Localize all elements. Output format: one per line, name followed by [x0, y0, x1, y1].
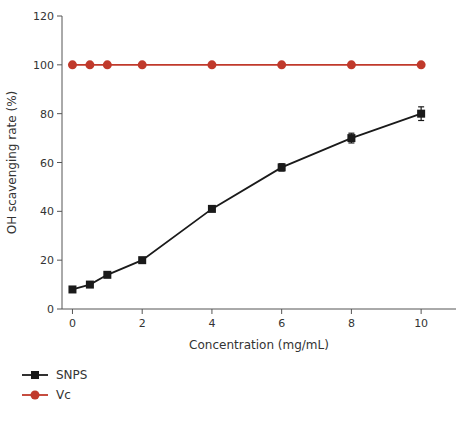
error-bar-cap	[418, 120, 424, 121]
x-tick-label: 4	[208, 317, 215, 330]
point	[68, 60, 77, 69]
y-tick-label: 20	[40, 254, 54, 267]
y-tick-label: 120	[33, 10, 54, 23]
error-bar-cap	[348, 142, 354, 143]
x-tick	[211, 309, 212, 314]
series	[68, 60, 426, 69]
x-tick-label: 0	[69, 317, 76, 330]
series-line	[72, 114, 421, 290]
x-tick	[72, 309, 73, 314]
chart-container: 0246810020406080100120Concentration (mg/…	[0, 0, 474, 421]
y-tick	[57, 16, 62, 17]
x-tick	[421, 309, 422, 314]
point	[417, 60, 426, 69]
y-tick	[57, 64, 62, 65]
legend-label: Vc	[56, 388, 71, 402]
plot-data	[68, 60, 426, 293]
y-tick	[57, 113, 62, 114]
error-bar	[279, 164, 285, 171]
y-tick	[57, 309, 62, 310]
point	[417, 110, 425, 118]
y-tick-label: 0	[47, 303, 54, 316]
y-tick-label: 60	[40, 157, 54, 170]
point	[278, 163, 286, 171]
point	[103, 60, 112, 69]
point	[347, 134, 355, 142]
point	[138, 60, 147, 69]
y-axis-label: OH scavenging rate (%)	[5, 91, 19, 235]
x-tick-label: 6	[278, 317, 285, 330]
y-tick	[57, 211, 62, 212]
axes: 0246810020406080100120	[33, 10, 456, 330]
legend-item: Vc	[22, 388, 71, 402]
legend-swatch-marker	[31, 391, 40, 400]
point	[68, 285, 76, 293]
x-axis-line	[62, 309, 456, 310]
error-bar-cap	[348, 133, 354, 134]
error-bar-cap	[418, 106, 424, 107]
series-line	[72, 64, 421, 66]
legend-swatch-marker	[31, 371, 39, 379]
y-tick-label: 80	[40, 108, 54, 121]
x-tick	[142, 309, 143, 314]
x-tick	[351, 309, 352, 314]
legend-label: SNPS	[56, 368, 87, 382]
series	[68, 107, 425, 294]
error-bar	[418, 107, 424, 121]
point	[347, 60, 356, 69]
point	[138, 256, 146, 264]
error-bar	[348, 133, 354, 143]
y-tick	[57, 162, 62, 163]
point	[207, 60, 216, 69]
point	[86, 281, 94, 289]
y-tick-label: 40	[40, 205, 54, 218]
point	[208, 205, 216, 213]
point	[85, 60, 94, 69]
point	[103, 271, 111, 279]
chart-svg: 0246810020406080100120Concentration (mg/…	[0, 0, 474, 421]
x-axis-label: Concentration (mg/mL)	[189, 338, 329, 352]
legend: SNPS Vc	[22, 368, 87, 402]
point	[277, 60, 286, 69]
x-tick-label: 2	[139, 317, 146, 330]
x-tick-label: 8	[348, 317, 355, 330]
legend-item: SNPS	[22, 368, 87, 382]
y-tick	[57, 260, 62, 261]
y-tick-label: 100	[33, 59, 54, 72]
x-tick-label: 10	[414, 317, 428, 330]
x-tick	[281, 309, 282, 314]
